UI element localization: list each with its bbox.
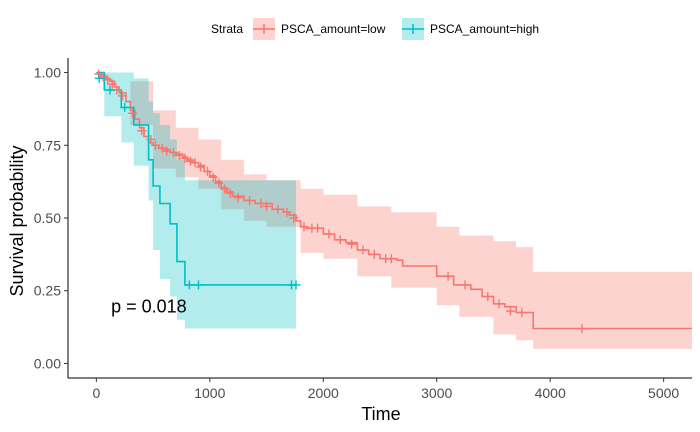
censor-mark-low [203, 166, 213, 176]
censor-mark-low [460, 280, 470, 290]
y-tick-label: 0.00 [34, 355, 61, 371]
censor-marks [94, 69, 587, 334]
x-tick-label: 4000 [535, 385, 566, 401]
confidence-band-high [96, 72, 297, 329]
censor-mark-low [443, 271, 453, 281]
censor-mark-low [190, 158, 200, 168]
x-axis-title: Time [361, 404, 400, 424]
p-value-annotation: p = 0.018 [111, 297, 187, 317]
censor-mark-low [256, 198, 266, 208]
censor-mark-low [208, 172, 218, 182]
censor-mark-low [369, 249, 379, 259]
y-tick-label: 0.75 [34, 137, 61, 153]
censor-mark-low [233, 193, 243, 203]
censor-mark-low [335, 235, 345, 245]
x-tick-label: 2000 [308, 385, 339, 401]
censor-mark-low [262, 201, 272, 211]
censor-mark-low [347, 239, 357, 249]
censor-mark-low [169, 148, 179, 158]
y-axis-title: Survival probability [7, 145, 27, 296]
censor-mark-high [193, 280, 203, 290]
censor-mark-low [324, 229, 334, 239]
censor-mark-low [494, 299, 504, 309]
y-tick-label: 0.50 [34, 210, 61, 226]
censor-mark-low [577, 324, 587, 334]
censor-mark-low [103, 75, 113, 85]
censor-mark-low [137, 126, 147, 136]
y-ticks: 0.00 0.25 0.50 0.75 1.00 [34, 65, 68, 371]
x-tick-label: 0 [92, 385, 100, 401]
legend: Strata PSCA_amount=low PSCA_amount=high [211, 18, 539, 40]
censor-mark-low [146, 134, 156, 144]
censor-mark-high [184, 280, 194, 290]
axes: 0 1000 2000 3000 4000 5000 0.00 0.25 0.50 0.75 1.… [34, 58, 692, 401]
censor-mark-low [517, 308, 527, 318]
censor-mark-high [94, 73, 104, 83]
censor-mark-low [386, 254, 396, 264]
censor-mark-high [120, 102, 130, 112]
censor-mark-low [220, 184, 230, 194]
x-tick-label: 5000 [648, 385, 679, 401]
censor-mark-low [186, 156, 196, 166]
legend-item-high: PSCA_amount=high [402, 18, 539, 40]
censor-mark-low [225, 188, 235, 198]
censor-mark-low [128, 108, 138, 118]
censor-mark-high [291, 280, 301, 290]
censor-mark-low [505, 306, 515, 316]
censor-mark-low [180, 153, 190, 163]
legend-label-high: PSCA_amount=high [430, 22, 539, 36]
censor-mark-low [150, 140, 160, 150]
x-tick-label: 3000 [421, 385, 452, 401]
y-tick-label: 0.25 [34, 283, 61, 299]
confidence-band-low [96, 72, 692, 349]
censor-mark-low [196, 162, 206, 172]
censor-mark-low [358, 245, 368, 255]
legend-item-low: PSCA_amount=low [253, 18, 386, 40]
legend-title: Strata [211, 22, 243, 36]
censor-mark-low [245, 196, 255, 206]
censor-mark-low [313, 223, 323, 233]
censor-mark-low [299, 222, 309, 232]
x-tick-label: 1000 [194, 385, 225, 401]
censor-mark-low [117, 91, 127, 101]
censor-mark-low [162, 146, 172, 156]
censor-mark-low [98, 72, 108, 82]
censor-mark-low [174, 150, 184, 160]
censor-mark-low [107, 79, 117, 89]
y-tick-label: 1.00 [34, 65, 61, 81]
censor-mark-low [282, 207, 292, 217]
censor-mark-low [157, 143, 167, 153]
censor-mark-low [483, 292, 493, 302]
censor-mark-low [214, 178, 224, 188]
censor-mark-low [289, 213, 299, 223]
legend-label-low: PSCA_amount=low [281, 22, 386, 36]
censor-mark-high [105, 85, 115, 95]
censor-mark-low [273, 204, 283, 214]
x-ticks: 0 1000 2000 3000 4000 5000 [92, 378, 679, 401]
